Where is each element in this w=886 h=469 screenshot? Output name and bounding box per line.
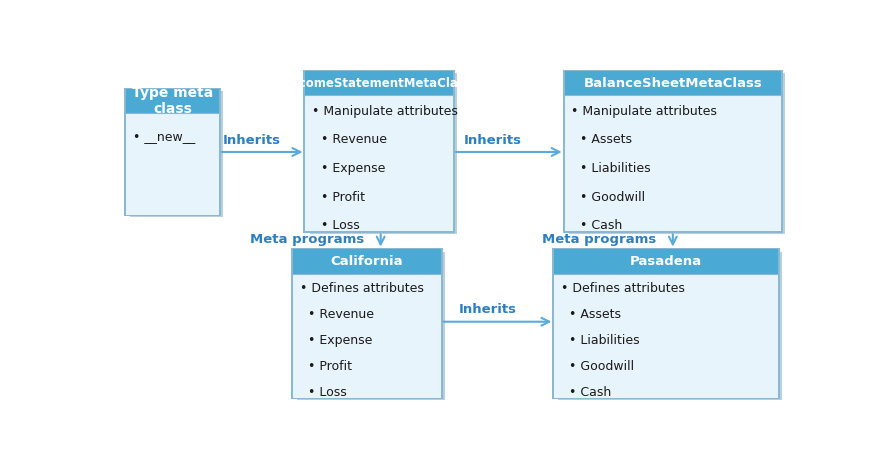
Text: California: California bbox=[330, 255, 403, 268]
Text: • Defines attributes: • Defines attributes bbox=[561, 282, 684, 295]
Text: • Goodwill: • Goodwill bbox=[579, 190, 644, 204]
Bar bbox=[554, 250, 777, 398]
Text: • Cash: • Cash bbox=[579, 219, 621, 232]
Text: Inherits: Inherits bbox=[222, 134, 281, 146]
Bar bbox=[297, 252, 445, 400]
Text: Meta programs: Meta programs bbox=[541, 233, 656, 246]
Text: • Liabilities: • Liabilities bbox=[569, 334, 640, 347]
Text: • __new__: • __new__ bbox=[133, 130, 195, 143]
Text: IncomeStatementMetaClass: IncomeStatementMetaClass bbox=[286, 76, 471, 90]
Text: Inherits: Inherits bbox=[462, 134, 521, 146]
Bar bbox=[305, 71, 453, 231]
Text: • Revenue: • Revenue bbox=[320, 133, 386, 146]
Bar bbox=[552, 249, 779, 399]
Text: • Expense: • Expense bbox=[320, 162, 385, 175]
Bar bbox=[291, 249, 442, 399]
Bar bbox=[292, 250, 440, 398]
Text: Type meta
class: Type meta class bbox=[132, 86, 213, 116]
Bar bbox=[124, 88, 221, 216]
Text: • Loss: • Loss bbox=[320, 219, 359, 232]
Text: Meta programs: Meta programs bbox=[249, 233, 363, 246]
Text: • Manipulate attributes: • Manipulate attributes bbox=[312, 105, 458, 118]
Text: • Profit: • Profit bbox=[307, 360, 352, 373]
Bar bbox=[558, 252, 781, 400]
Bar bbox=[309, 73, 457, 234]
Text: • Cash: • Cash bbox=[569, 386, 611, 399]
Text: • Profit: • Profit bbox=[320, 190, 364, 204]
Text: • Manipulate attributes: • Manipulate attributes bbox=[571, 105, 717, 118]
Bar bbox=[563, 71, 781, 231]
Text: BalanceSheetMetaClass: BalanceSheetMetaClass bbox=[583, 76, 761, 90]
Bar bbox=[562, 69, 782, 233]
Bar bbox=[568, 73, 784, 234]
Text: • Defines attributes: • Defines attributes bbox=[299, 282, 424, 295]
Text: Pasadena: Pasadena bbox=[629, 255, 701, 268]
Text: • Goodwill: • Goodwill bbox=[569, 360, 633, 373]
Text: • Revenue: • Revenue bbox=[307, 308, 374, 321]
Bar bbox=[292, 250, 440, 274]
Text: • Liabilities: • Liabilities bbox=[579, 162, 649, 175]
Text: Inherits: Inherits bbox=[458, 303, 516, 316]
Bar bbox=[305, 71, 453, 95]
Text: • Loss: • Loss bbox=[307, 386, 346, 399]
Bar bbox=[303, 69, 455, 233]
Bar bbox=[126, 89, 219, 113]
Text: • Assets: • Assets bbox=[569, 308, 621, 321]
Bar bbox=[554, 250, 777, 274]
Bar bbox=[126, 89, 219, 215]
Text: • Assets: • Assets bbox=[579, 133, 631, 146]
Bar bbox=[563, 71, 781, 95]
Bar bbox=[130, 91, 222, 217]
Text: • Expense: • Expense bbox=[307, 334, 372, 347]
